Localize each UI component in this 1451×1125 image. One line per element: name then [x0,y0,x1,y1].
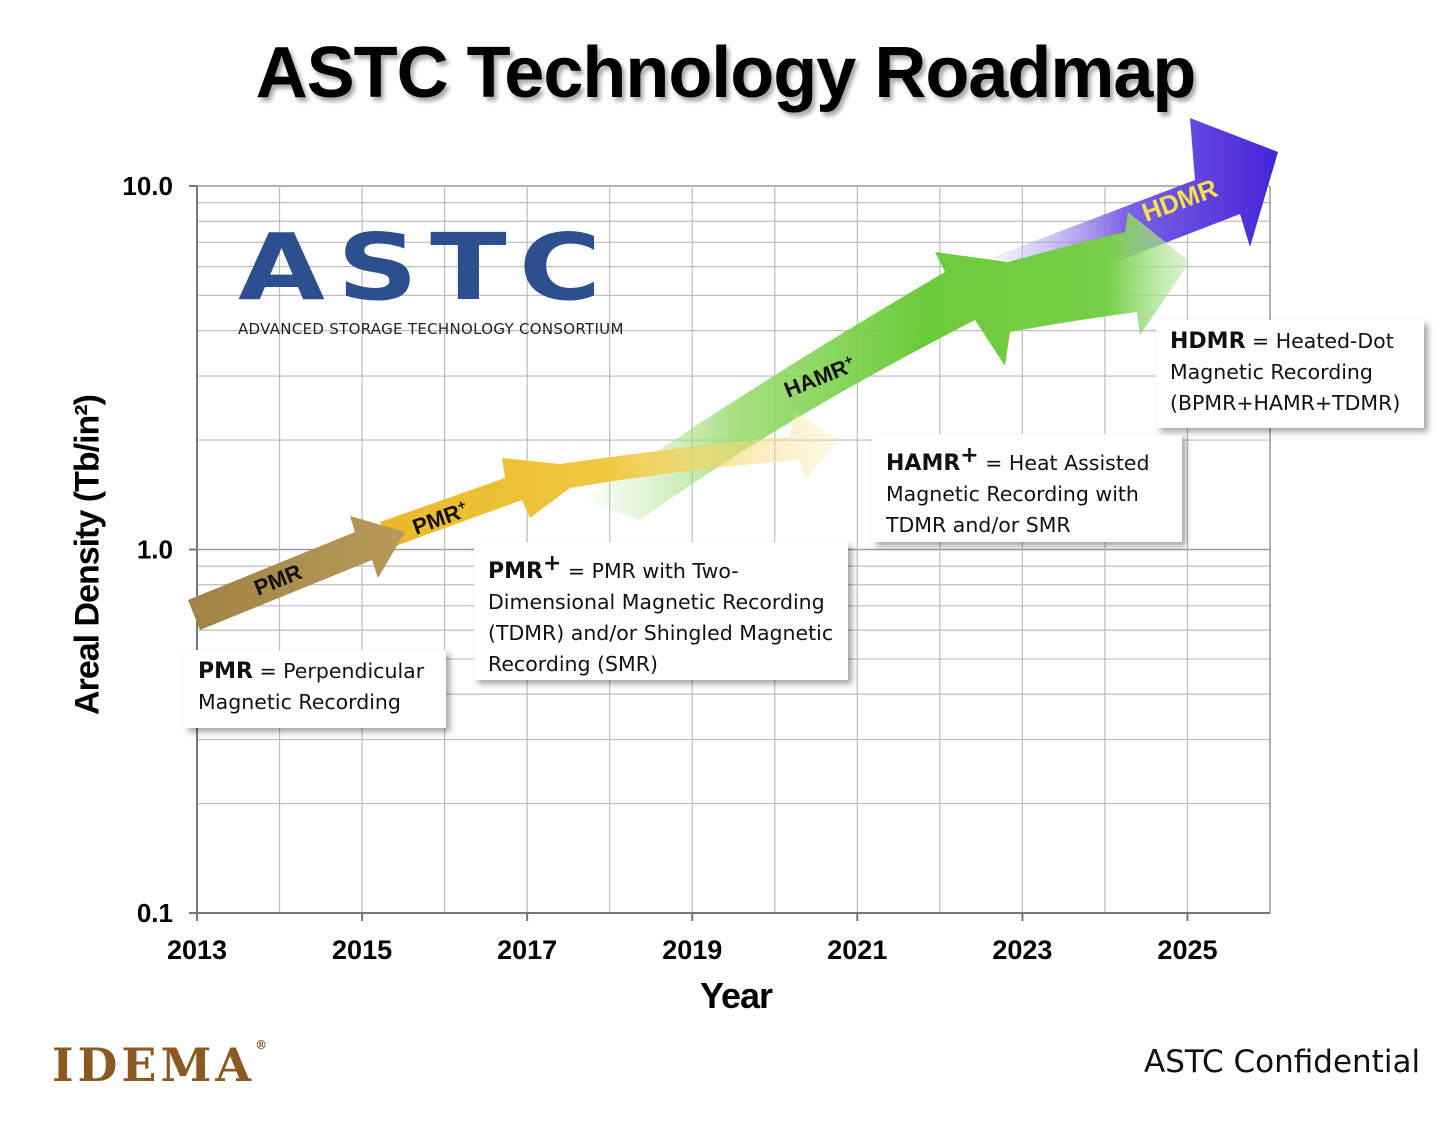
x-tick-label: 2019 [662,935,722,965]
idema-logo-text: IDEMA [52,1038,256,1092]
note-hamr-plus-definition: = Heat Assisted Magnetic Recording with … [886,450,1150,537]
page-title: ASTC Technology Roadmap [255,33,1197,113]
note-pmr-definition: = Perpendicular Magnetic Recording [198,659,425,714]
note-hamr-plus: HAMR+ = Heat Assisted Magnetic Recording… [872,434,1182,542]
note-hdmr-definition: = Heated-Dot Magnetic Recording (BPMR+HA… [1170,329,1401,415]
x-tick-label: 2017 [497,935,557,965]
note-pmr: PMR = Perpendicular Magnetic Recording [184,650,446,728]
note-pmr-plus-sup: + [542,551,562,576]
idema-registered-mark: ® [255,1038,272,1052]
x-tick-label: 2025 [1157,935,1217,965]
note-hamr-plus-sup: + [960,443,979,468]
idema-logo: IDEMA® [52,1038,271,1092]
note-hdmr: HDMR = Heated-Dot Magnetic Recording (BP… [1156,320,1424,428]
plot-axes: 2013 2015 2017 2019 2021 2023 2025 0.1 1.0 10.0 [122,171,1271,965]
note-hamr-plus-term: HAMR [886,450,961,476]
pmr-arrow [188,516,405,630]
note-pmr-plus-term: PMR [488,558,543,584]
x-tick-label: 2021 [827,935,887,965]
astc-logo: ASTC ADVANCED STORAGE TECHNOLOGY CONSORT… [238,222,624,339]
note-hdmr-term: HDMR [1170,329,1246,354]
astc-logo-subtitle: ADVANCED STORAGE TECHNOLOGY CONSORTIUM [238,320,624,338]
x-tick-label: 2015 [332,935,392,965]
hdmr-arrow [990,118,1278,270]
note-pmr-plus: PMR+ = PMR with Two-Dimensional Magnetic… [474,542,848,680]
pmr-plus-arrow [380,412,840,548]
confidential-label: ASTC Confidential [1144,1044,1421,1080]
y-tick-label: 0.1 [137,898,173,928]
y-tick-label: 10.0 [122,171,173,201]
y-axis-label: Areal Density (Tb/in²) [68,395,107,715]
astc-logo-word: ASTC [238,214,614,321]
note-pmr-plus-definition: = PMR with Two-Dimensional Magnetic Reco… [488,558,834,676]
x-tick-label: 2023 [992,935,1052,965]
y-tick-label: 1.0 [137,535,173,565]
note-pmr-term: PMR [198,659,253,684]
x-tick-label: 2013 [167,935,227,965]
x-axis-label: Year [699,975,773,1016]
